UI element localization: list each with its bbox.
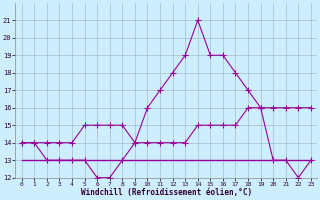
X-axis label: Windchill (Refroidissement éolien,°C): Windchill (Refroidissement éolien,°C): [81, 188, 252, 197]
